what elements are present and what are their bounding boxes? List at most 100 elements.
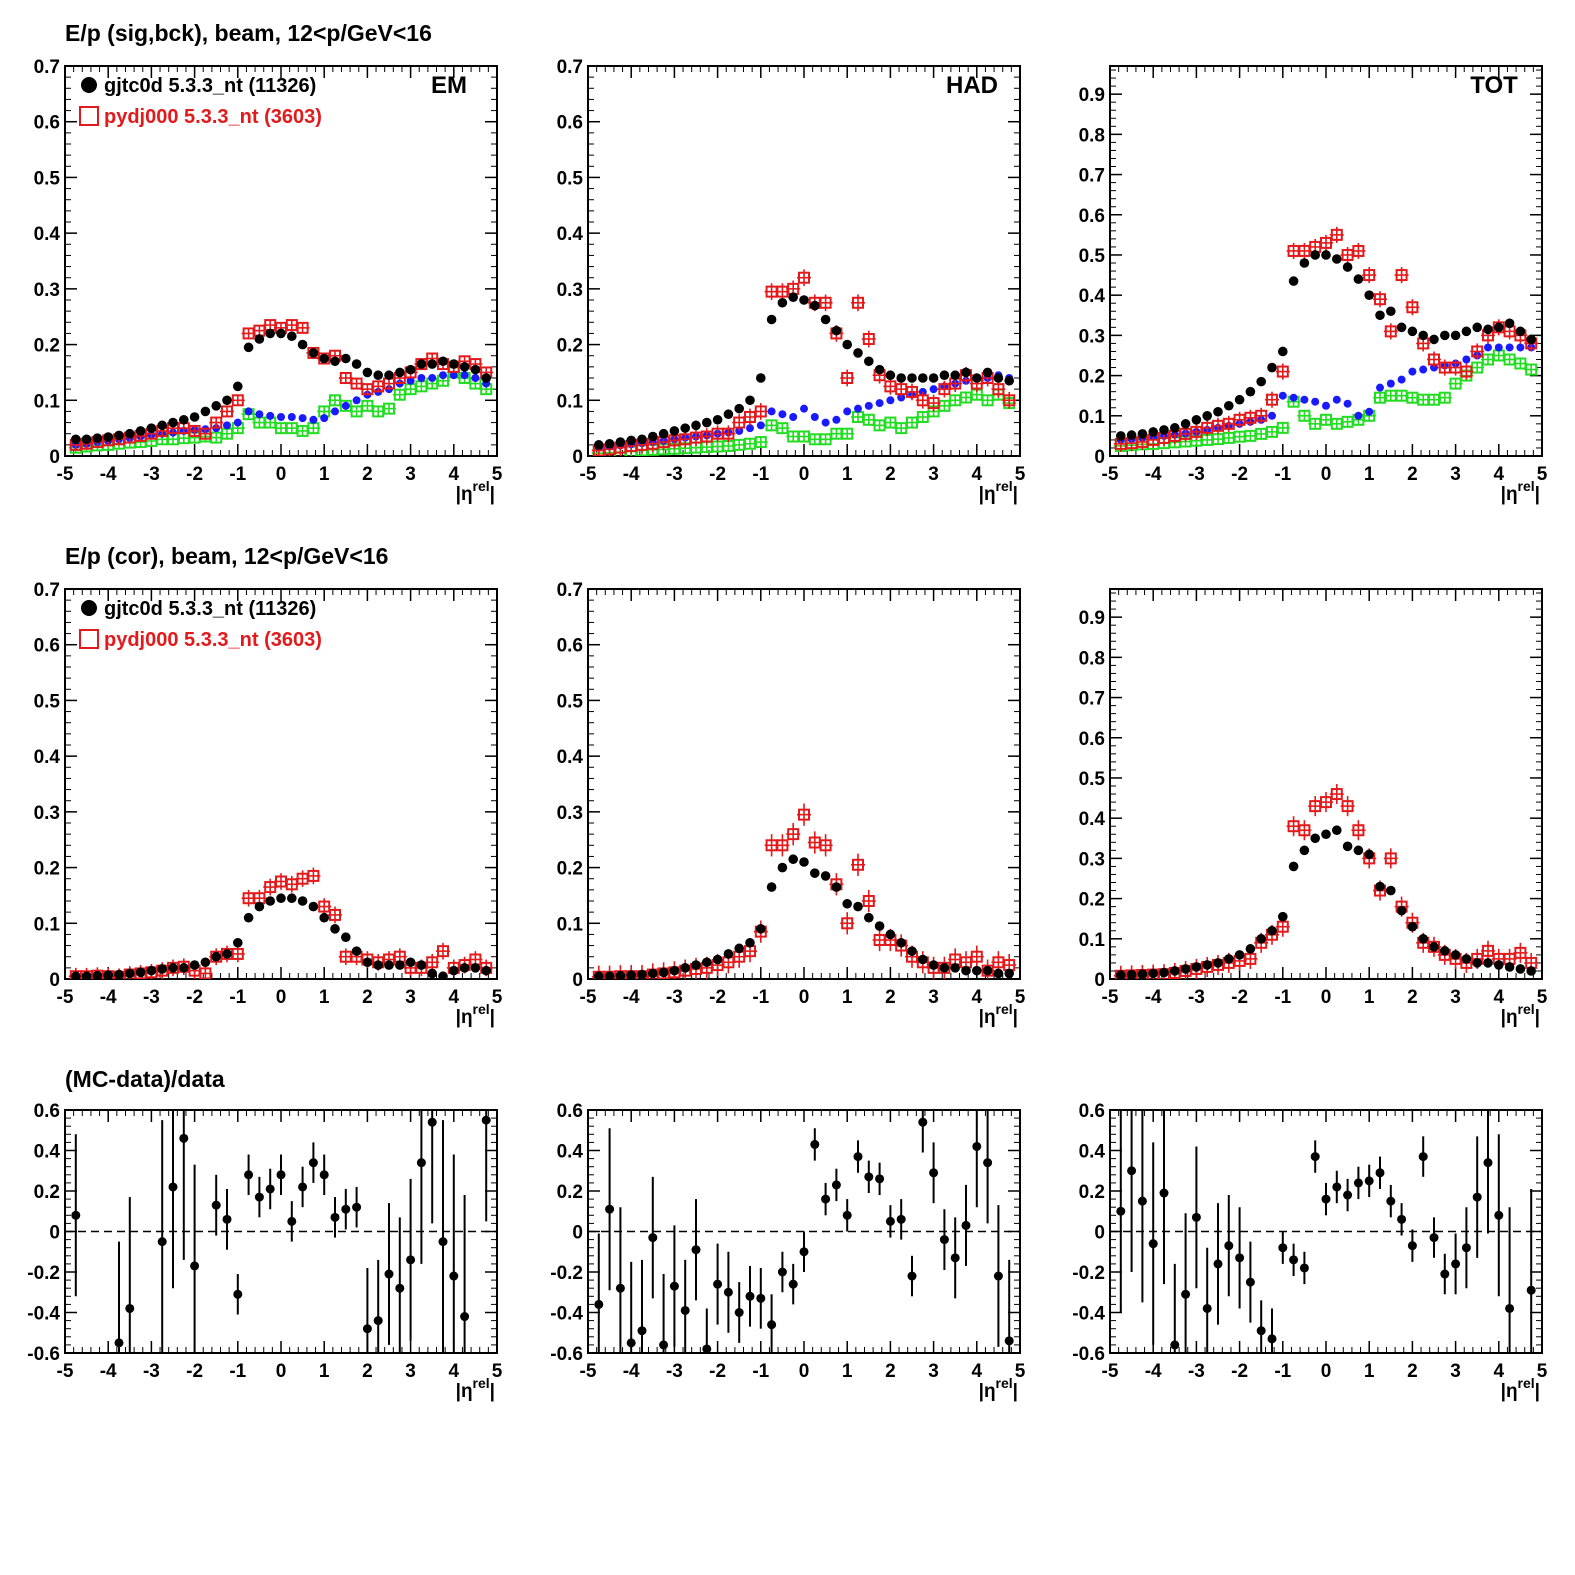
ratio-marker bbox=[961, 1220, 971, 1230]
bck_data-marker bbox=[929, 385, 938, 394]
data-marker bbox=[1213, 958, 1223, 968]
data-marker bbox=[756, 373, 766, 383]
mc-marker bbox=[1406, 301, 1419, 314]
y-tick-label: 0.6 bbox=[1079, 729, 1105, 750]
mc-marker bbox=[1244, 952, 1257, 965]
mc-marker bbox=[862, 333, 875, 345]
data-marker bbox=[810, 300, 820, 311]
y-tick-label: 0.4 bbox=[1079, 286, 1106, 307]
ratio-marker bbox=[1526, 1285, 1536, 1295]
data-marker bbox=[81, 434, 92, 445]
mc-marker bbox=[296, 321, 309, 334]
mc-marker bbox=[841, 917, 854, 930]
x-tick-label: 2 bbox=[1407, 464, 1418, 485]
x-tick-label: -4 bbox=[100, 1361, 117, 1382]
data-marker bbox=[416, 960, 427, 970]
mc-marker bbox=[1514, 946, 1527, 959]
mc-marker bbox=[852, 296, 864, 309]
ratio-marker bbox=[1127, 1166, 1137, 1176]
x-tick-label: 1 bbox=[319, 464, 330, 485]
data-marker bbox=[810, 868, 820, 878]
y-tick-label: 0.5 bbox=[557, 691, 584, 712]
y-tick-label: 0 bbox=[49, 447, 60, 468]
data-marker bbox=[1342, 841, 1353, 852]
data-marker bbox=[1137, 969, 1148, 979]
x-tick-label: 2 bbox=[1407, 987, 1418, 1008]
x-tick-label: -2 bbox=[1231, 987, 1248, 1008]
ratio-marker bbox=[1256, 1326, 1266, 1336]
ratio-marker bbox=[265, 1184, 275, 1194]
x-tick-label: 1 bbox=[842, 987, 853, 1008]
ratio-marker bbox=[929, 1168, 939, 1178]
data-marker bbox=[788, 854, 798, 865]
data-marker bbox=[1418, 933, 1428, 944]
y-tick-label: 0.2 bbox=[557, 1182, 583, 1203]
ratio-marker bbox=[1235, 1253, 1245, 1263]
data-marker bbox=[885, 370, 896, 381]
ratio-marker bbox=[1170, 1340, 1180, 1350]
x-tick-label: -2 bbox=[186, 464, 203, 485]
bck_data-marker bbox=[341, 401, 350, 410]
y-tick-label: 0.1 bbox=[34, 391, 61, 412]
mc-marker bbox=[1482, 944, 1494, 957]
x-tick-label: -3 bbox=[666, 464, 683, 485]
x-tick-label: 0 bbox=[1321, 1361, 1332, 1382]
data-marker bbox=[341, 353, 351, 364]
data-marker bbox=[1461, 326, 1472, 337]
y-tick-label: 0.7 bbox=[34, 580, 60, 601]
data-marker bbox=[114, 969, 124, 979]
mc-marker bbox=[329, 908, 341, 921]
data-marker bbox=[1418, 330, 1428, 341]
data-marker bbox=[1396, 905, 1407, 916]
panel-4: -5 -4 -3 -2 -1 0 1 2 3 4 5 0 0.1 0.2 0.3 0.4 0.5 0.6 0.7 |η… bbox=[557, 580, 1026, 1028]
ratio-marker bbox=[211, 1200, 221, 1210]
ratio-marker bbox=[842, 1210, 852, 1220]
bck_data-marker bbox=[244, 407, 253, 416]
x-tick-label: 1 bbox=[1364, 987, 1375, 1008]
bck_data-marker bbox=[449, 371, 458, 380]
ratio-marker bbox=[734, 1308, 744, 1317]
data-marker bbox=[680, 963, 690, 973]
x-axis-label: |ηrel| bbox=[1501, 1375, 1540, 1402]
data-marker bbox=[928, 373, 939, 383]
data-marker bbox=[71, 434, 81, 445]
mc-marker bbox=[992, 383, 1005, 396]
data-marker bbox=[157, 420, 167, 431]
data-marker bbox=[1353, 274, 1364, 284]
bck_data-marker bbox=[439, 371, 447, 380]
ratio-marker bbox=[810, 1139, 820, 1149]
x-tick-label: -4 bbox=[623, 1361, 640, 1382]
x-tick-label: -3 bbox=[666, 1361, 683, 1382]
y-tick-label: 0.2 bbox=[557, 859, 583, 880]
ratio-marker bbox=[406, 1255, 416, 1265]
bck_data-marker bbox=[287, 413, 296, 421]
y-tick-label: 0.1 bbox=[1079, 930, 1106, 951]
data-marker bbox=[1256, 933, 1266, 944]
bck_data-marker bbox=[1397, 375, 1406, 384]
ratio-marker bbox=[680, 1305, 690, 1315]
data-marker bbox=[1364, 849, 1374, 860]
y-tick-label: 0.4 bbox=[1079, 809, 1106, 830]
ratio-marker bbox=[1245, 1277, 1255, 1287]
ratio-marker bbox=[637, 1326, 647, 1336]
x-tick-label: 1 bbox=[1364, 1361, 1375, 1382]
y-tick-label: 0.4 bbox=[34, 747, 61, 768]
bck_data-marker bbox=[298, 414, 307, 423]
ratio-marker bbox=[1407, 1241, 1417, 1251]
data-marker bbox=[766, 882, 777, 892]
data-marker bbox=[615, 970, 626, 979]
ratio-marker bbox=[918, 1117, 928, 1127]
ratio-marker bbox=[319, 1170, 329, 1180]
panel-tag-em: EM bbox=[431, 72, 467, 99]
data-marker bbox=[1386, 306, 1396, 317]
ratio-marker bbox=[71, 1210, 81, 1220]
data-marker bbox=[1267, 362, 1277, 373]
y-tick-label: 0.4 bbox=[557, 1142, 584, 1163]
bck_mc-marker bbox=[1298, 409, 1311, 422]
x-tick-label: -5 bbox=[57, 987, 74, 1008]
x-axis-label: |ηrel| bbox=[979, 1375, 1018, 1402]
ratio-marker bbox=[244, 1170, 254, 1180]
data-marker bbox=[669, 965, 680, 976]
ratio-marker bbox=[481, 1115, 491, 1125]
data-marker bbox=[939, 370, 950, 381]
